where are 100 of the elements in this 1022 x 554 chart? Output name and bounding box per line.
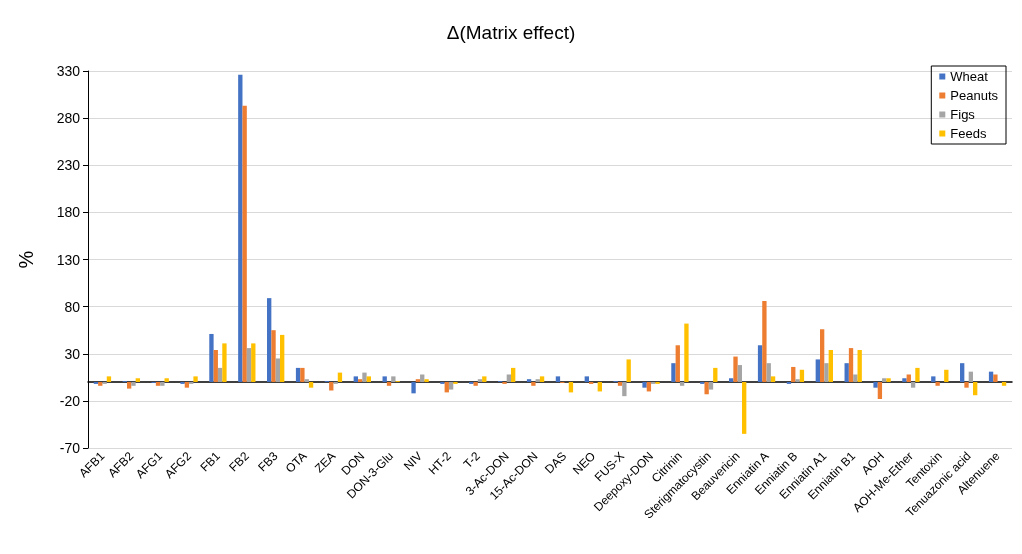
x-tick-label: FB2 — [226, 448, 252, 475]
bar — [964, 382, 969, 388]
y-tick-label: 330 — [56, 63, 81, 79]
bar — [737, 365, 743, 383]
y-tick-label: -70 — [59, 440, 81, 456]
bar — [386, 382, 392, 386]
bar — [844, 363, 849, 383]
bar — [506, 374, 512, 383]
bar — [135, 378, 140, 383]
bar — [828, 349, 833, 383]
bar — [222, 343, 227, 383]
bar — [295, 367, 301, 383]
bar — [424, 379, 429, 383]
bar — [329, 382, 334, 391]
bar — [626, 359, 631, 383]
bar — [382, 376, 387, 383]
bar — [482, 376, 487, 383]
bar — [617, 382, 623, 386]
chart-title: Δ(Matrix effect) — [446, 22, 576, 43]
bar — [960, 363, 965, 383]
bar — [304, 379, 309, 383]
bar — [217, 367, 223, 383]
bar — [131, 382, 136, 386]
bar — [762, 300, 767, 383]
bar — [535, 379, 540, 383]
x-tick-label: FB1 — [197, 448, 224, 475]
legend-label: Feeds — [950, 126, 987, 141]
bar — [713, 367, 718, 383]
y-axis-title: % — [15, 250, 37, 269]
bar — [275, 358, 281, 383]
bar — [799, 369, 805, 383]
bar — [931, 376, 936, 383]
bar — [791, 366, 796, 383]
bar — [106, 376, 112, 383]
bar — [155, 382, 161, 386]
bar — [209, 333, 214, 383]
bar — [477, 379, 483, 383]
legend-label: Peanuts — [950, 88, 999, 103]
bar — [300, 367, 305, 383]
bar — [742, 382, 747, 434]
bar — [671, 363, 676, 383]
bar — [366, 376, 371, 383]
bar — [873, 382, 878, 388]
bar — [353, 376, 358, 383]
x-tick-label: ZEA — [312, 449, 339, 476]
bar — [848, 348, 854, 383]
bar — [704, 382, 709, 395]
bar — [902, 378, 907, 383]
bar — [766, 363, 771, 383]
bar — [815, 359, 820, 383]
bar — [415, 379, 421, 383]
bar — [160, 382, 165, 386]
y-tick-label: 180 — [56, 204, 81, 221]
y-tick-label: 230 — [56, 157, 81, 174]
y-tick-label: 280 — [56, 110, 81, 127]
bar — [882, 378, 887, 383]
bar — [539, 376, 545, 383]
bar — [675, 345, 680, 383]
bar — [420, 374, 425, 383]
bar — [280, 334, 285, 383]
bar — [886, 378, 891, 383]
bar — [679, 382, 685, 386]
bar — [729, 378, 734, 383]
bar — [362, 372, 367, 383]
bar — [935, 382, 940, 386]
bar — [357, 379, 363, 383]
bar — [126, 382, 132, 389]
bar — [308, 382, 314, 388]
bar — [973, 382, 978, 396]
bar — [684, 323, 689, 383]
bar — [267, 298, 272, 383]
legend-label: Wheat — [950, 69, 989, 84]
bar — [993, 374, 998, 383]
bar — [944, 369, 949, 383]
bar — [251, 343, 256, 383]
x-tick-label: OTA — [282, 449, 310, 476]
x-tick-label: FB3 — [255, 448, 281, 475]
bar — [98, 382, 103, 386]
bar — [526, 379, 532, 383]
bar — [246, 348, 252, 383]
bar — [877, 382, 883, 399]
bar — [411, 382, 416, 394]
bar — [906, 374, 911, 383]
bar — [184, 382, 190, 388]
bar — [473, 382, 478, 386]
y-tick-label: 80 — [64, 298, 81, 315]
bar — [708, 382, 714, 390]
bar — [733, 356, 738, 383]
bar — [271, 330, 276, 383]
bar — [555, 376, 561, 383]
x-tick-label: NIV — [400, 449, 426, 474]
legend-label: Figs — [950, 107, 976, 122]
y-tick-label: -20 — [59, 392, 81, 409]
bar — [824, 363, 829, 383]
bar — [193, 376, 198, 383]
bar — [622, 382, 627, 397]
y-tick-label: 30 — [64, 345, 81, 362]
bar — [242, 105, 247, 383]
bar — [531, 382, 536, 386]
bar — [511, 367, 516, 383]
